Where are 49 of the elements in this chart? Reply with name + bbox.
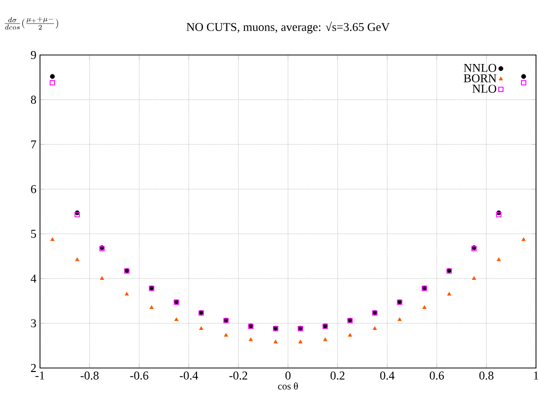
point — [50, 237, 54, 241]
chart-title: NO CUTS, muons, average: √s=3.65 GeV — [186, 21, 390, 34]
x-tick-label: -1 — [35, 372, 44, 380]
point — [274, 340, 278, 344]
point — [100, 276, 104, 280]
x-tick-label: -0.4 — [180, 372, 198, 380]
x-tick-label: 0.8 — [479, 372, 494, 380]
point — [398, 317, 402, 322]
y-tick-label: 3 — [31, 319, 36, 328]
y-tick-label: 2 — [31, 364, 36, 372]
point — [50, 80, 56, 86]
point — [348, 332, 352, 337]
x-tick-label: 0 — [285, 372, 291, 380]
x-axis-title: cos θ — [278, 382, 298, 390]
y-tick-label: 8 — [30, 96, 36, 104]
point — [174, 317, 178, 322]
point — [447, 292, 452, 296]
point — [199, 326, 204, 330]
y-axis-title: $\frac{d\sigma}{dcos}(\frac{\mu_{+}+\mu-}{2})$ — [4, 16, 58, 30]
point — [496, 257, 501, 262]
point — [50, 74, 55, 79]
y-tick-label: 5 — [31, 230, 36, 238]
point — [248, 337, 253, 342]
y-tick-label: 9 — [30, 50, 36, 60]
y-tick-label: 7 — [31, 140, 36, 148]
x-tick-label: -0.8 — [80, 372, 99, 380]
point — [472, 276, 476, 280]
point — [298, 340, 302, 344]
legend-label: BORN — [464, 74, 496, 82]
x-tick-label: -0.2 — [229, 372, 248, 380]
legend-label: NNLO — [464, 64, 496, 72]
point — [521, 74, 526, 79]
y-tick-label: 6 — [31, 185, 36, 194]
point — [520, 80, 526, 86]
x-tick-label: 1 — [534, 372, 538, 380]
point — [224, 332, 228, 337]
x-tick-label: -0.6 — [130, 372, 148, 380]
x-tick-label: 0.2 — [330, 372, 344, 380]
point — [323, 337, 328, 342]
y-tick-label: 4 — [30, 274, 36, 283]
x-tick-label: 0.4 — [380, 372, 394, 380]
x-tick-label: 0.6 — [430, 372, 444, 380]
point — [150, 305, 154, 309]
point — [372, 326, 377, 330]
point — [75, 257, 80, 262]
point — [422, 305, 426, 309]
point — [522, 237, 526, 241]
legend-label: NLO — [472, 84, 496, 93]
point — [124, 292, 129, 296]
